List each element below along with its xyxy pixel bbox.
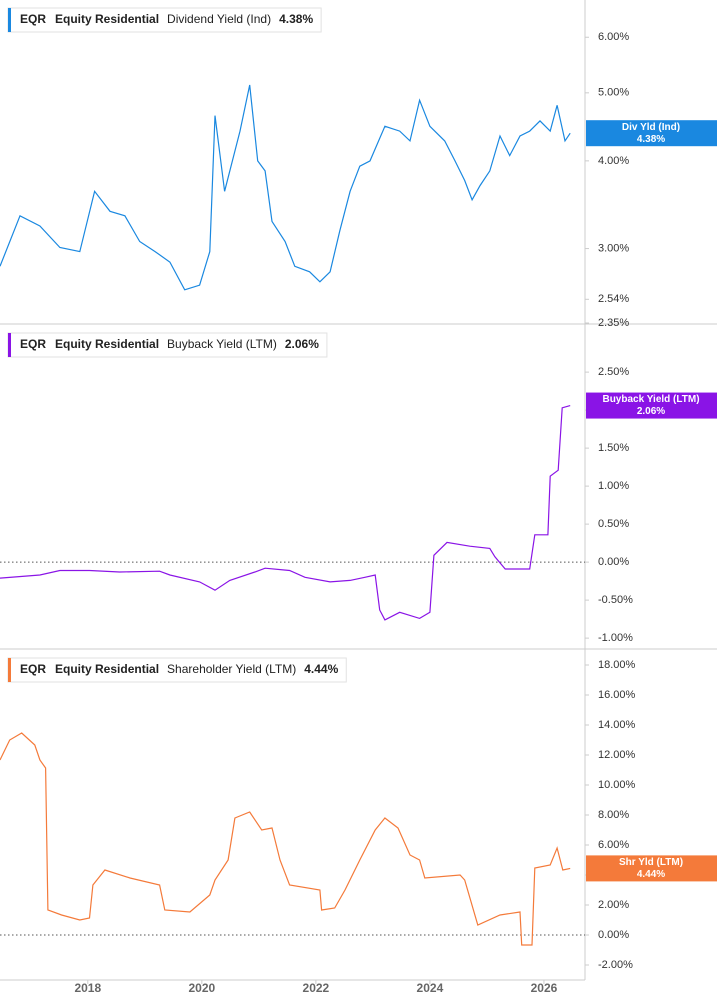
value-badge	[586, 120, 717, 147]
legend-company: Equity Residential	[55, 337, 159, 351]
x-tick-label: 2026	[531, 981, 558, 995]
legend-box	[7, 7, 322, 33]
legend-company: Equity Residential	[55, 662, 159, 676]
y-tick-label: 0.00%	[598, 929, 629, 941]
y-tick-label: 1.50%	[598, 442, 629, 454]
legend-ticker: EQR	[20, 337, 46, 351]
x-tick-label: 2018	[74, 981, 101, 995]
badge-name: Buyback Yield (LTM)	[602, 394, 699, 405]
legend-series: Dividend Yield (Ind)	[167, 12, 271, 26]
legend-company: Equity Residential	[55, 12, 159, 26]
legend-series: Buyback Yield (LTM)	[167, 337, 277, 351]
value-badge	[586, 392, 717, 419]
legend-box	[7, 332, 328, 358]
y-tick-label: 16.00%	[598, 689, 636, 701]
value-badge	[586, 855, 717, 882]
y-tick-label: 6.00%	[598, 31, 629, 43]
y-tick-label: 4.00%	[598, 155, 629, 167]
series-line	[0, 732, 571, 946]
y-tick-label: -0.50%	[598, 594, 633, 606]
y-tick-label: 8.00%	[598, 809, 629, 821]
legend-ticker: EQR	[20, 12, 46, 26]
badge-name: Shr Yld (LTM)	[619, 857, 683, 868]
y-tick-label: 2.54%	[598, 293, 629, 305]
legend-series: Shareholder Yield (LTM)	[167, 662, 296, 676]
y-tick-label: 2.00%	[598, 899, 629, 911]
y-tick-label: 12.00%	[598, 749, 636, 761]
y-tick-label: 2.35%	[598, 317, 629, 329]
y-tick-label: 5.00%	[598, 87, 629, 99]
x-tick-label: 2020	[188, 981, 215, 995]
y-tick-label: -2.00%	[598, 959, 633, 971]
badge-value: 2.06%	[637, 406, 665, 417]
legend-swatch	[8, 8, 11, 32]
legend-swatch	[8, 333, 11, 357]
y-tick-label: 18.00%	[598, 659, 636, 671]
legend-value: 2.06%	[285, 337, 319, 351]
legend-value: 4.44%	[304, 662, 338, 676]
series-line	[0, 405, 571, 621]
y-tick-label: 14.00%	[598, 719, 636, 731]
x-tick-label: 2024	[417, 981, 444, 995]
series-line	[0, 84, 571, 291]
badge-value: 4.38%	[637, 134, 665, 145]
y-tick-label: 3.00%	[598, 242, 629, 254]
y-tick-label: 10.00%	[598, 779, 636, 791]
legend-swatch	[8, 658, 11, 682]
y-tick-label: 2.50%	[598, 366, 629, 378]
y-tick-label: 0.50%	[598, 518, 629, 530]
y-tick-label: -1.00%	[598, 632, 633, 644]
legend-box	[7, 657, 347, 683]
y-tick-label: 1.00%	[598, 480, 629, 492]
y-tick-label: 6.00%	[598, 839, 629, 851]
legend-ticker: EQR	[20, 662, 46, 676]
legend-value: 4.38%	[279, 12, 313, 26]
badge-value: 4.44%	[637, 869, 665, 880]
badge-name: Div Yld (Ind)	[622, 122, 680, 133]
y-tick-label: 0.00%	[598, 556, 629, 568]
x-tick-label: 2022	[303, 981, 330, 995]
